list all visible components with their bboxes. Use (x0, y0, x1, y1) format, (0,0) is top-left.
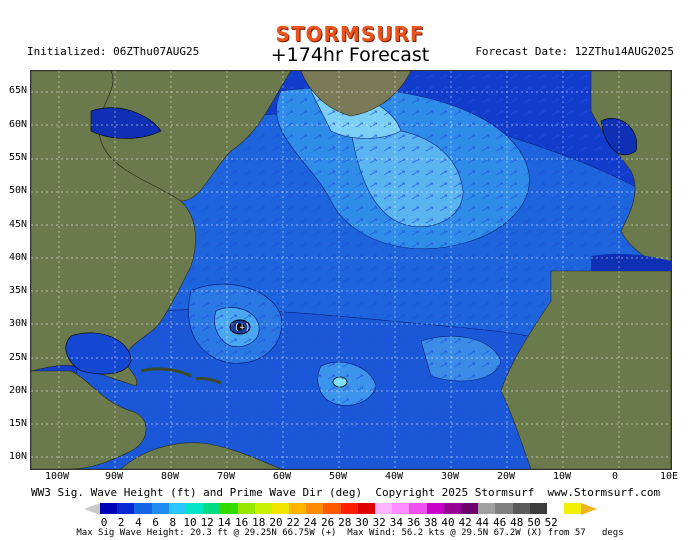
scale-swatch (306, 503, 324, 514)
scale-tick-label: 36 (406, 516, 421, 529)
scale-tick-label: 52 (544, 516, 558, 529)
scale-tick-label: 42 (458, 516, 472, 529)
scale-tick-label: 46 (492, 516, 507, 529)
lat-label-15n: 15N (8, 418, 27, 429)
lon-label-0: 0 (612, 471, 619, 482)
scale-swatch (460, 503, 479, 514)
scale-swatch (220, 503, 238, 514)
lat-label-10n: 10N (8, 451, 27, 462)
scale-swatch (512, 503, 530, 514)
scale-swatch (546, 503, 565, 514)
scale-left-arrow (84, 502, 100, 515)
scale-swatch (323, 503, 341, 514)
lon-label-10e: 10E (660, 471, 679, 482)
lat-label-30n: 30N (8, 318, 27, 329)
caribbean-islands (140, 367, 222, 385)
scale-tick-label: 50 (527, 516, 541, 529)
wave-height-map: (+) (30, 70, 672, 470)
scale-tick-label: 8 (169, 516, 177, 529)
scale-swatch (168, 503, 186, 514)
scale-tick-label: 18 (252, 516, 266, 529)
scale-tick-label: 22 (286, 516, 300, 529)
stormsurf-logo: STORMSURF (275, 22, 425, 46)
scale-swatch (409, 503, 427, 514)
wave-height-color-scale (84, 502, 598, 515)
scale-tick-label: 14 (217, 516, 232, 529)
scale-swatch (340, 503, 358, 514)
scale-swatch (357, 503, 375, 514)
lat-label-45n: 45N (8, 219, 27, 230)
scale-tick-label: 24 (303, 516, 318, 529)
scale-tick-label: 0 (100, 516, 108, 529)
lon-label-90w: 90W (105, 471, 124, 482)
lon-label-100w: 100W (45, 471, 70, 482)
lon-label-30w: 30W (441, 471, 460, 482)
scale-swatch (100, 503, 118, 514)
lat-label-25n: 25N (8, 352, 27, 363)
scale-swatch (203, 503, 221, 514)
scale-tick-label: 48 (510, 516, 524, 529)
scale-tick-label: 2 (117, 516, 125, 529)
scale-tick-label: 34 (389, 516, 404, 529)
scale-swatch (443, 503, 461, 514)
forecast-date-label: Forecast Date: 12ZThu14AUG2025 (475, 45, 674, 58)
scale-swatch (564, 503, 582, 514)
scale-swatch (375, 503, 393, 514)
initialized-label: Initialized: 06ZThu07AUG25 (27, 45, 200, 58)
scale-tick-label: 10 (183, 516, 197, 529)
lon-label-60w: 60W (273, 471, 292, 482)
lon-label-50w: 50W (329, 471, 348, 482)
lat-label-65n: 65N (8, 85, 27, 96)
lat-label-20n: 20N (8, 385, 27, 396)
lon-label-70w: 70W (217, 471, 236, 482)
lon-label-80w: 80W (161, 471, 180, 482)
lat-label-55n: 55N (8, 152, 27, 163)
scale-right-arrow (581, 502, 598, 515)
scale-tick-label: 20 (269, 516, 283, 529)
lat-label-60n: 60N (8, 119, 27, 130)
scale-swatch (289, 503, 307, 514)
scale-tick-label: 38 (424, 516, 438, 529)
lat-label-40n: 40N (8, 252, 27, 263)
greenland-land (300, 71, 412, 117)
lon-label-40w: 40W (385, 471, 404, 482)
scale-tick-label: 6 (152, 516, 159, 529)
hudson-bay (90, 107, 162, 139)
central-america-land (31, 370, 147, 469)
scale-swatch (529, 503, 547, 514)
lat-label-50n: 50N (8, 185, 27, 196)
gulf-of-mexico (65, 332, 132, 375)
max-height-marker: (+) (234, 323, 250, 333)
lat-label-35n: 35N (8, 285, 27, 296)
scale-tick-label: 28 (338, 516, 352, 529)
scale-swatch (495, 503, 513, 514)
scale-swatch (392, 503, 410, 514)
south-america-land (120, 442, 282, 469)
scale-swatch (185, 503, 204, 514)
scale-swatch (426, 503, 444, 514)
forecast-title: +174hr Forecast (270, 44, 430, 66)
scale-swatch (151, 503, 169, 514)
scale-swatch (271, 503, 290, 514)
scale-swatch (117, 503, 135, 514)
map-caption: WW3 Sig. Wave Height (ft) and Prime Wave… (31, 486, 661, 499)
scale-swatch (237, 503, 255, 514)
scale-tick-label: 32 (372, 516, 386, 529)
scale-tick-label: 16 (234, 516, 249, 529)
scale-swatch (478, 503, 496, 514)
scale-swatch (254, 503, 272, 514)
scale-swatch (134, 503, 152, 514)
scale-tick-label: 4 (135, 516, 142, 529)
scale-tick-label: 40 (441, 516, 455, 529)
lon-label-10w: 10W (553, 471, 572, 482)
scale-tick-label: 44 (475, 516, 490, 529)
max-stats-footer: Max Sig Wave Height: 20.3 ft @ 29.25N 66… (76, 528, 624, 538)
lon-label-20w: 20W (497, 471, 516, 482)
scale-tick-label: 30 (355, 516, 369, 529)
scale-tick-label: 12 (200, 516, 214, 529)
scale-tick-label: 26 (320, 516, 335, 529)
